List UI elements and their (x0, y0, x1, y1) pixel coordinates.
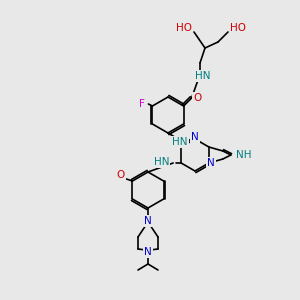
Text: HN: HN (195, 71, 211, 81)
Text: F: F (140, 99, 145, 109)
Text: N: N (144, 216, 152, 226)
Text: O: O (116, 170, 124, 180)
Text: HN: HN (172, 137, 188, 147)
Text: N: N (191, 132, 199, 142)
Text: HO: HO (176, 23, 192, 33)
Text: HN: HN (154, 157, 169, 167)
Text: NH: NH (236, 150, 251, 160)
Text: HO: HO (230, 23, 246, 33)
Text: N: N (207, 158, 215, 168)
Text: O: O (194, 93, 202, 103)
Text: N: N (144, 247, 152, 257)
